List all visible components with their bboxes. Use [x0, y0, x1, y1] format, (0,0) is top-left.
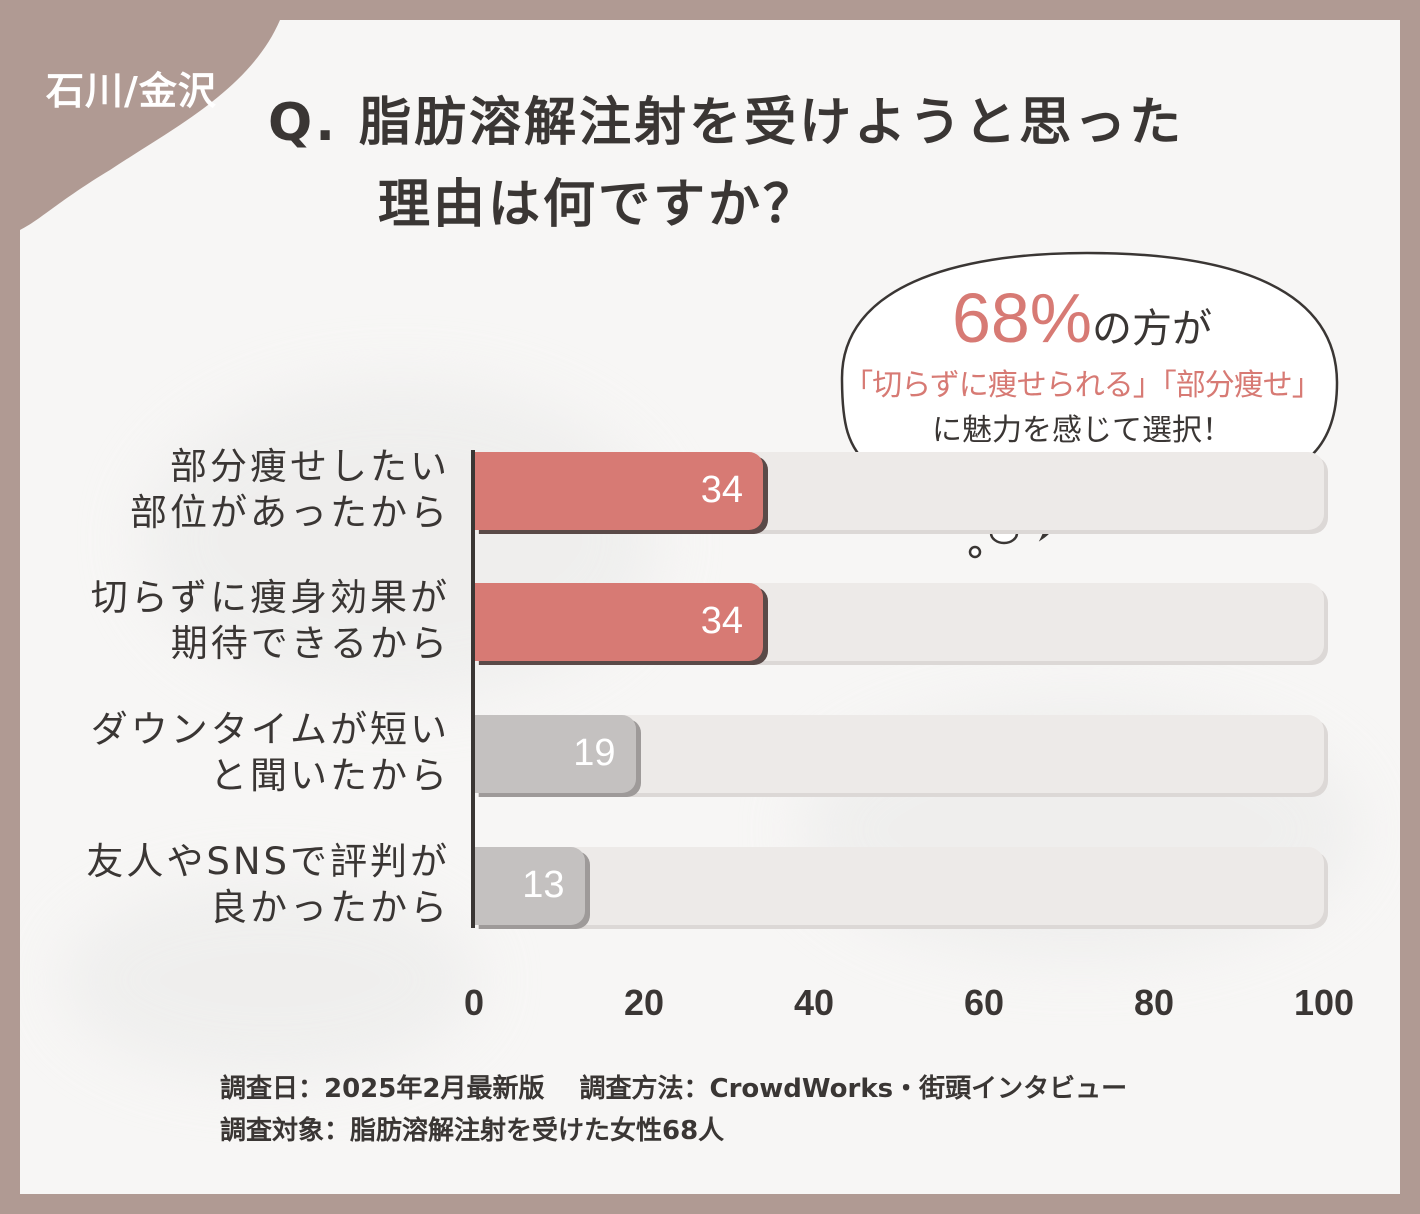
bar-value-label: 34: [700, 600, 743, 642]
region-corner-shape: [20, 20, 280, 230]
callout-headline: 68%の方が: [832, 278, 1332, 358]
bar-1: [474, 452, 763, 530]
bar-track: [474, 847, 1324, 925]
background-shadow: [60, 880, 480, 1080]
bar-value-label: 34: [700, 469, 743, 511]
x-tick-label: 0: [463, 982, 485, 1023]
x-tick-label: 80: [1133, 982, 1175, 1023]
bar-4: [474, 847, 585, 925]
infographic-card: 石川/金沢 Q. 脂肪溶解注射を受けようと思った 理由は何ですか？ 68%の方が…: [20, 20, 1400, 1194]
callout-reasons: 「切らずに痩せられる」「部分痩せ」: [843, 368, 1321, 403]
bar-value-label: 19: [573, 732, 616, 774]
survey-footer-line-2: 調査対象：脂肪溶解注射を受けた女性68人: [220, 1116, 725, 1146]
bar-3: [474, 715, 636, 793]
question-line-1: Q. 脂肪溶解注射を受けようと思った: [268, 93, 1185, 153]
x-tick-label: 40: [793, 982, 835, 1023]
question-title: Q. 脂肪溶解注射を受けようと思った 理由は何ですか？: [268, 82, 1184, 246]
survey-footer-line-1: 調査日：2025年2月最新版 調査方法：CrowdWorks・街頭インタビュー: [220, 1074, 1128, 1104]
category-label: 切らずに痩身効果が 期待できるから: [90, 576, 450, 665]
bar-value-label: 13: [522, 864, 565, 906]
x-tick-label: 60: [963, 982, 1005, 1023]
callout-conclusion: に魅力を感じて選択！: [932, 413, 1232, 448]
category-label: 部分痩せしたい 部位があったから: [130, 445, 450, 534]
callout-percent: 68%: [951, 279, 1093, 357]
category-label: ダウンタイムが短い と聞いたから: [90, 708, 450, 797]
x-tick-label: 100: [1293, 982, 1355, 1023]
category-label: 友人やSNSで評判が 良かったから: [86, 840, 450, 929]
callout-percent-suffix: の方が: [1092, 306, 1213, 352]
y-axis-line: [471, 450, 475, 928]
x-tick-label: 20: [623, 982, 665, 1023]
question-line-2: 理由は何ですか？: [268, 175, 819, 235]
region-label: 石川/金沢: [46, 69, 217, 113]
bar-2: [474, 583, 763, 661]
